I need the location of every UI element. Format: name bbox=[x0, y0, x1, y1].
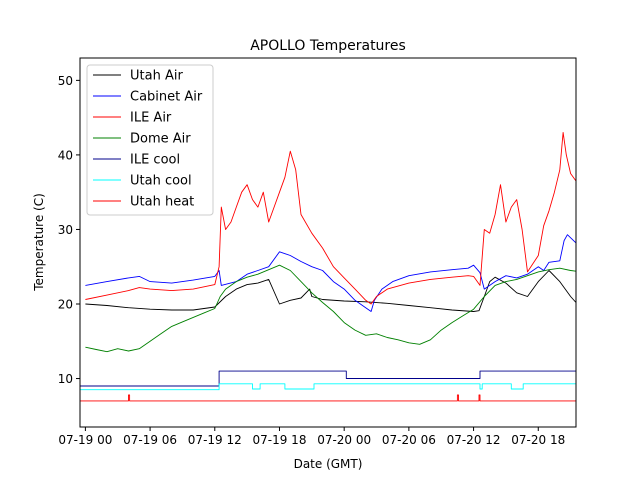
x-tick-label: 07-20 12 bbox=[447, 433, 501, 447]
y-tick-label: 50 bbox=[58, 74, 73, 88]
y-tick-label: 30 bbox=[58, 223, 73, 237]
x-tick-label: 07-19 18 bbox=[253, 433, 307, 447]
x-tick-label: 07-19 12 bbox=[188, 433, 242, 447]
series-line-utah-cool bbox=[80, 383, 576, 391]
series-line-dome-air bbox=[85, 264, 577, 353]
legend-label: Utah Air bbox=[130, 69, 183, 84]
y-axis: 10 20 30 40 50 bbox=[58, 74, 80, 386]
x-tick-label: 07-19 00 bbox=[58, 433, 112, 447]
legend-label: ILE Air bbox=[130, 111, 172, 126]
series-line-utah-heat bbox=[80, 394, 576, 402]
x-tick-label: 07-20 00 bbox=[317, 433, 371, 447]
x-axis: 07-19 00 07-19 06 07-19 12 07-19 18 07-20 00… bbox=[58, 427, 565, 447]
series-line-cabinet-air bbox=[85, 234, 577, 312]
legend-label: Utah heat bbox=[130, 195, 194, 210]
x-axis-label: Date (GMT) bbox=[294, 457, 363, 471]
plot-lines bbox=[80, 132, 577, 402]
chart-title: APOLLO Temperatures bbox=[250, 38, 406, 54]
series-line-ile-air bbox=[85, 132, 577, 305]
legend-label: Cabinet Air bbox=[130, 90, 203, 105]
legend-label: Dome Air bbox=[130, 132, 191, 147]
x-tick-label: 07-19 06 bbox=[123, 433, 177, 447]
y-axis-label: Temperature (C) bbox=[32, 193, 46, 292]
plot-frame bbox=[79, 57, 577, 428]
legend-label: ILE cool bbox=[130, 153, 180, 168]
y-tick-label: 20 bbox=[58, 298, 73, 312]
x-tick-label: 07-20 06 bbox=[382, 433, 436, 447]
legend-frame bbox=[86, 64, 214, 216]
y-tick-label: 40 bbox=[58, 148, 73, 162]
legend-label: Utah cool bbox=[130, 174, 192, 189]
y-tick-label: 10 bbox=[58, 372, 73, 386]
x-tick-label: 07-20 18 bbox=[511, 433, 565, 447]
series-line-utah-air bbox=[85, 270, 577, 312]
legend: Utah Air Cabinet Air ILE Air Dome Air ILE co… bbox=[86, 64, 214, 216]
